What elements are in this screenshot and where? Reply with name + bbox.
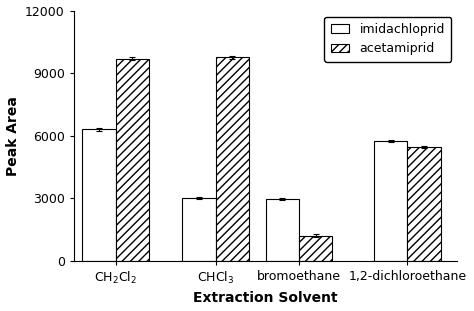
Bar bbox=[374, 141, 407, 261]
Bar bbox=[182, 198, 216, 261]
Bar bbox=[407, 147, 441, 261]
Bar bbox=[265, 199, 299, 261]
Bar bbox=[116, 58, 149, 261]
Bar bbox=[299, 236, 332, 261]
Bar bbox=[82, 129, 116, 261]
Bar bbox=[216, 58, 249, 261]
Y-axis label: Peak Area: Peak Area bbox=[6, 96, 19, 176]
X-axis label: Extraction Solvent: Extraction Solvent bbox=[193, 291, 338, 305]
Legend: imidachloprid, acetamiprid: imidachloprid, acetamiprid bbox=[324, 17, 451, 62]
